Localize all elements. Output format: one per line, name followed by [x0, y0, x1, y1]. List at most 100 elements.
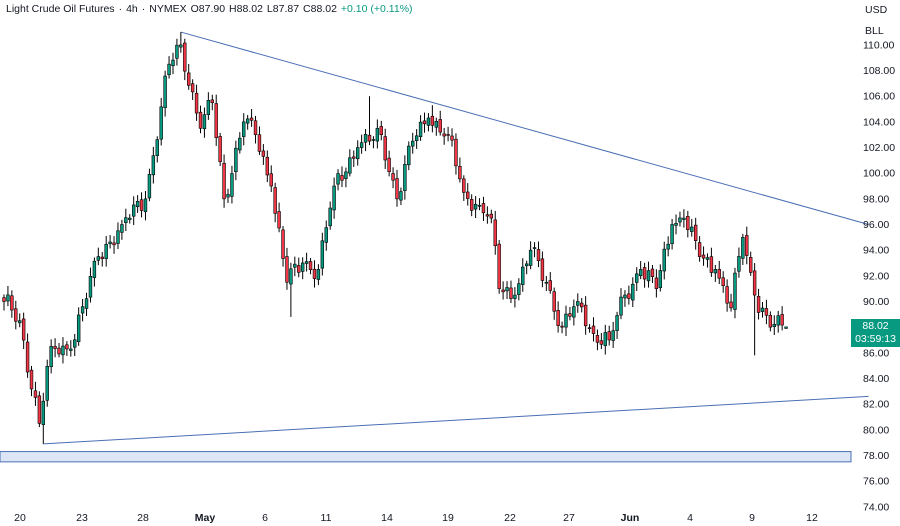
- resistance-trendline[interactable]: [180, 31, 869, 225]
- candle: [202, 107, 207, 138]
- candle: [25, 333, 30, 378]
- support-zone[interactable]: [0, 451, 852, 463]
- symbol-title[interactable]: Light Crude Oil Futures: [6, 3, 115, 15]
- candle: [658, 264, 663, 292]
- candle: [536, 241, 541, 268]
- price-tick-label: 82.00: [863, 399, 889, 411]
- candle: [245, 115, 250, 130]
- candle: [591, 317, 596, 342]
- price-tick-label: 92.00: [863, 270, 889, 282]
- candle: [764, 299, 769, 325]
- price-tick-label: 80.00: [863, 424, 889, 436]
- price-tick-label: 86.00: [863, 347, 889, 359]
- candle: [748, 251, 753, 276]
- candle: [521, 258, 525, 292]
- candle: [701, 246, 706, 266]
- candle: [21, 312, 26, 350]
- candle: [159, 97, 163, 146]
- candle: [682, 209, 686, 228]
- candle: [336, 169, 340, 191]
- candle: [300, 257, 305, 280]
- price-tick-label: 78.00: [863, 450, 889, 462]
- candle: [623, 290, 627, 307]
- interval-label[interactable]: 4h: [126, 3, 138, 15]
- currency-label[interactable]: USD: [865, 4, 888, 16]
- candle: [147, 168, 152, 202]
- candle: [84, 292, 89, 316]
- candle: [363, 128, 368, 152]
- time-tick-label: Jun: [621, 512, 640, 524]
- candle: [619, 288, 623, 320]
- unit-label[interactable]: BLL: [865, 25, 884, 37]
- candle: [407, 141, 411, 171]
- price-tick-label: 74.00: [863, 501, 889, 513]
- price-axis[interactable]: 74.0076.0078.0080.0082.0084.0086.0088.00…: [863, 39, 895, 513]
- legend-separator: ·: [118, 3, 123, 15]
- candle: [505, 281, 509, 299]
- candle: [359, 134, 364, 154]
- candle: [560, 321, 564, 334]
- candle: [399, 187, 403, 206]
- candle: [120, 219, 124, 240]
- last-price-tag: 88.02 03:59:13: [851, 318, 900, 347]
- price-tick-label: 108.00: [863, 65, 895, 77]
- candle: [391, 167, 395, 189]
- candle: [206, 92, 211, 120]
- candle: [194, 84, 199, 121]
- candle: [69, 340, 73, 357]
- candle: [163, 70, 167, 117]
- candle: [175, 38, 179, 66]
- candle: [678, 211, 682, 227]
- candle: [418, 115, 423, 141]
- candle: [572, 299, 576, 326]
- candle: [611, 321, 615, 348]
- candle: [540, 251, 545, 288]
- candle: [198, 105, 203, 134]
- candle: [780, 306, 784, 331]
- candle: [383, 128, 387, 169]
- candle: [627, 285, 631, 305]
- candle: [265, 150, 270, 183]
- candle: [238, 132, 242, 154]
- candle: [733, 267, 737, 319]
- candle: [371, 136, 376, 149]
- candle: [261, 144, 266, 165]
- candle: [49, 339, 53, 374]
- candle: [501, 281, 505, 300]
- candle: [10, 290, 14, 318]
- price-tick-label: 84.00: [863, 373, 889, 385]
- price-tick-label: 110.00: [863, 39, 894, 51]
- price-tick-label: 94.00: [863, 245, 889, 257]
- candle: [473, 196, 478, 218]
- candle: [41, 392, 46, 444]
- candle: [422, 112, 427, 133]
- candle: [587, 324, 592, 333]
- candle: [776, 310, 780, 333]
- legend-separator: ·: [141, 3, 146, 15]
- support-trendline[interactable]: [43, 395, 869, 445]
- trendline-layer[interactable]: [43, 0, 869, 445]
- candle: [230, 165, 234, 204]
- price-tick-label: 90.00: [863, 296, 889, 308]
- candle: [442, 127, 446, 145]
- time-axis[interactable]: 20 23 28 May 6 11 14 19 22 27 Jun 4 9 12: [14, 512, 818, 524]
- candle: [297, 257, 301, 278]
- candle: [662, 241, 666, 280]
- candle: [76, 307, 81, 346]
- candle: [583, 296, 588, 335]
- candle: [686, 210, 690, 238]
- candle: [379, 120, 383, 141]
- candle: [395, 169, 399, 207]
- candle: [446, 126, 450, 142]
- candle: [187, 63, 191, 90]
- candle: [14, 300, 18, 330]
- candle: [281, 225, 285, 267]
- candle: [690, 218, 694, 237]
- candle: [642, 262, 647, 288]
- candle: [646, 261, 651, 288]
- candle: [88, 267, 93, 303]
- candle: [580, 297, 584, 313]
- candle: [387, 150, 391, 177]
